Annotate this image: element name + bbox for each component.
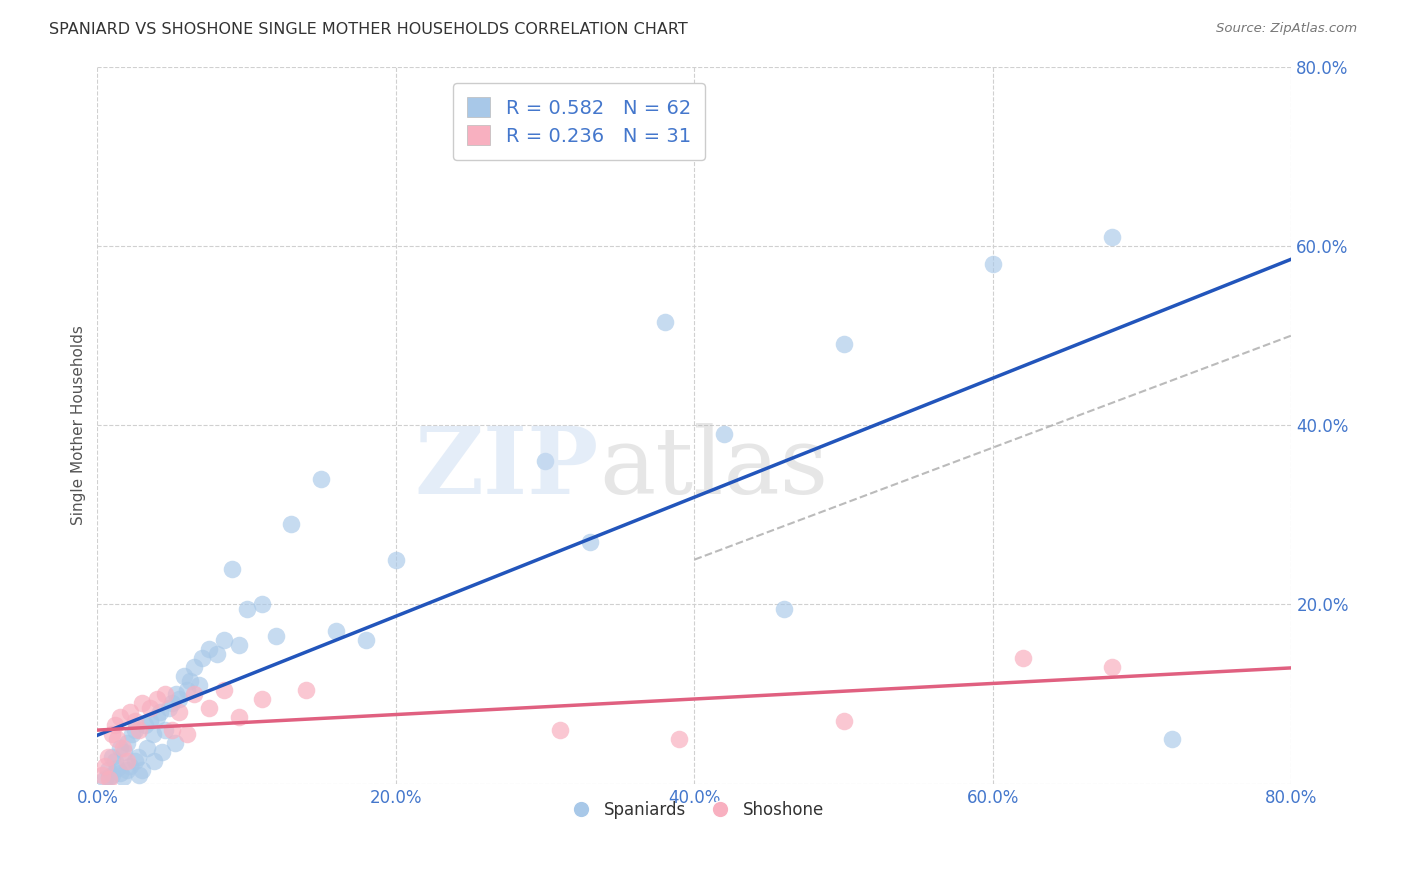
Point (121, 727, 143, 741)
Point (104, 755, 127, 769)
Point (773, 602, 796, 616)
Point (90, 768, 112, 782)
Point (104, 718, 127, 732)
Point (1161, 731, 1184, 746)
Point (153, 723, 176, 737)
Point (105, 731, 128, 746)
Point (309, 472, 332, 486)
Text: SPANIARD VS SHOSHONE SINGLE MOTHER HOUSEHOLDS CORRELATION CHART: SPANIARD VS SHOSHONE SINGLE MOTHER HOUSE… (49, 22, 688, 37)
Point (228, 709, 250, 723)
Point (115, 736, 138, 750)
Point (115, 764, 138, 778)
Point (98, 772, 121, 787)
Point (135, 740, 157, 755)
Point (111, 770, 134, 784)
Text: ZIP: ZIP (415, 423, 599, 513)
Point (187, 678, 209, 692)
Legend: Spaniards, Shoshone: Spaniards, Shoshone (558, 794, 831, 826)
Point (143, 755, 166, 769)
Point (198, 642, 221, 657)
Point (169, 705, 191, 719)
Point (832, 337, 855, 351)
Point (280, 516, 302, 531)
Point (832, 714, 855, 728)
Point (325, 624, 347, 639)
Point (157, 700, 180, 714)
Point (128, 768, 150, 782)
Point (1101, 230, 1123, 244)
Point (97, 749, 120, 764)
Point (163, 736, 186, 750)
Point (120, 759, 142, 773)
Point (198, 700, 221, 714)
Point (1011, 651, 1033, 665)
Point (149, 705, 172, 719)
Point (101, 768, 124, 782)
Text: atlas: atlas (599, 423, 828, 513)
Point (212, 682, 235, 697)
Point (169, 691, 191, 706)
Point (548, 723, 571, 737)
Point (94, 759, 117, 773)
Point (124, 714, 146, 728)
Point (713, 427, 735, 442)
Y-axis label: Single Mother Households: Single Mother Households (72, 326, 86, 525)
Point (131, 696, 153, 710)
Point (101, 727, 124, 741)
Point (134, 718, 156, 732)
Point (105, 761, 128, 775)
Point (534, 454, 557, 468)
Point (191, 651, 214, 665)
Point (183, 687, 205, 701)
Point (146, 709, 169, 723)
Point (142, 727, 165, 741)
Point (124, 723, 146, 737)
Point (228, 638, 250, 652)
Point (354, 633, 377, 648)
Point (153, 687, 176, 701)
Point (160, 723, 183, 737)
Point (124, 755, 146, 769)
Point (101, 749, 124, 764)
Point (98, 770, 121, 784)
Point (1101, 660, 1123, 674)
Point (138, 714, 160, 728)
Point (654, 315, 676, 329)
Point (112, 745, 135, 759)
Point (176, 682, 198, 697)
Point (266, 629, 288, 643)
Point (128, 723, 150, 737)
Point (221, 561, 243, 575)
Point (385, 552, 408, 566)
Point (111, 740, 134, 755)
Point (212, 633, 235, 648)
Point (295, 682, 318, 697)
Point (176, 727, 198, 741)
Point (183, 660, 205, 674)
Point (160, 696, 183, 710)
Point (205, 647, 228, 661)
Point (166, 687, 188, 701)
Point (127, 749, 149, 764)
Point (146, 691, 169, 706)
Point (138, 700, 160, 714)
Point (173, 669, 195, 683)
Point (131, 764, 153, 778)
Point (250, 691, 273, 706)
Point (668, 731, 690, 746)
Point (108, 740, 131, 755)
Point (108, 766, 131, 780)
Point (981, 257, 1004, 271)
Point (235, 602, 257, 616)
Point (108, 709, 131, 723)
Point (115, 755, 138, 769)
Text: Source: ZipAtlas.com: Source: ZipAtlas.com (1216, 22, 1357, 36)
Point (150, 745, 173, 759)
Point (250, 598, 273, 612)
Point (120, 705, 142, 719)
Point (579, 534, 602, 549)
Point (179, 673, 201, 688)
Point (94, 772, 117, 787)
Point (97, 764, 120, 778)
